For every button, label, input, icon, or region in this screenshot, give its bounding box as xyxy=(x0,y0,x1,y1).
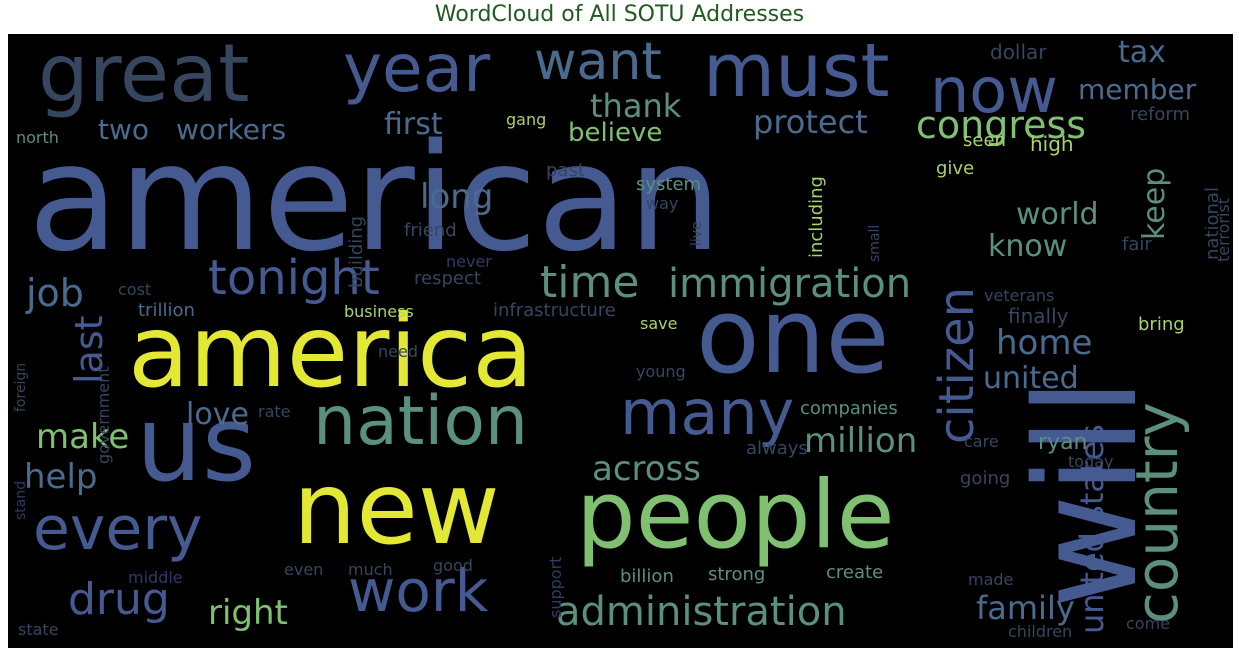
word: state xyxy=(18,620,59,639)
word: work xyxy=(348,557,489,625)
word: save xyxy=(640,314,678,333)
word: including xyxy=(806,176,827,258)
word: system xyxy=(636,174,702,195)
word: north xyxy=(16,128,59,147)
word: billion xyxy=(620,566,674,587)
word: tax xyxy=(1118,35,1166,70)
word: government xyxy=(94,366,113,464)
word: must xyxy=(703,34,890,114)
word: cost xyxy=(118,280,152,299)
word: foreign xyxy=(13,362,29,412)
word: business xyxy=(344,302,414,321)
word: protect xyxy=(753,103,868,141)
word: job xyxy=(26,271,84,315)
word: come xyxy=(1126,614,1171,633)
chart-title: WordCloud of All SOTU Addresses xyxy=(434,2,805,27)
word: fair xyxy=(1122,234,1152,255)
word: congress xyxy=(916,103,1087,147)
word: terrorist xyxy=(1214,197,1233,262)
word: children xyxy=(1008,622,1073,641)
word: need xyxy=(378,342,418,361)
word: us xyxy=(136,383,257,505)
word: world xyxy=(1016,197,1099,232)
word: make xyxy=(36,417,130,457)
word: always xyxy=(746,438,808,459)
word: family xyxy=(976,589,1075,627)
word: now xyxy=(930,54,1058,127)
word: good xyxy=(433,556,473,575)
word: never xyxy=(446,252,492,271)
word: small xyxy=(867,224,883,262)
word: country xyxy=(1123,402,1191,624)
word: member xyxy=(1078,73,1197,106)
word: ryan xyxy=(1038,430,1088,455)
word: companies xyxy=(800,398,898,419)
word: drug xyxy=(68,574,170,625)
word: infrastructure xyxy=(493,300,616,321)
word: gang xyxy=(506,110,547,129)
word: help xyxy=(24,457,98,497)
word: reform xyxy=(1130,104,1191,125)
word: nation xyxy=(313,382,529,461)
word: past xyxy=(546,160,585,181)
word: respect xyxy=(414,268,481,289)
word: much xyxy=(348,560,393,579)
word: stand xyxy=(13,480,29,520)
word: know xyxy=(988,229,1068,264)
word: even xyxy=(284,560,324,579)
word: believe xyxy=(568,118,663,148)
word: people xyxy=(576,461,895,570)
word: year xyxy=(343,34,491,107)
word: high xyxy=(1030,132,1074,156)
word: keep xyxy=(1137,167,1172,240)
word: citizen xyxy=(929,286,985,444)
word: one xyxy=(696,275,890,397)
word: right xyxy=(208,593,288,633)
word: united xyxy=(983,361,1079,396)
word: give xyxy=(936,158,975,179)
word: love xyxy=(186,397,249,432)
word: today xyxy=(1068,452,1114,471)
word: thank xyxy=(590,87,682,125)
word: going xyxy=(960,468,1011,489)
word: care xyxy=(964,432,999,451)
word: great xyxy=(38,34,250,120)
word: bring xyxy=(1138,314,1185,335)
word: veterans xyxy=(984,286,1055,305)
word: workers xyxy=(176,113,287,146)
word: support xyxy=(546,556,565,618)
word: immigration xyxy=(668,261,912,307)
word: million xyxy=(804,421,918,461)
word: two xyxy=(98,113,150,146)
word: first xyxy=(384,107,443,142)
word: strong xyxy=(708,564,766,585)
word: friend xyxy=(404,220,457,241)
word: dollar xyxy=(990,40,1047,64)
word: finally xyxy=(1008,304,1069,328)
word: new xyxy=(293,450,500,567)
word: across xyxy=(592,449,701,489)
word: trillion xyxy=(138,300,195,321)
word: young xyxy=(636,362,686,381)
word: want xyxy=(534,34,662,92)
word: create xyxy=(826,562,884,583)
word: seen xyxy=(963,130,1006,151)
word: live xyxy=(689,221,705,246)
word-cloud-canvas: american will america new people one us … xyxy=(8,34,1233,648)
word: made xyxy=(968,570,1014,589)
word: building xyxy=(346,215,367,288)
word: america xyxy=(128,293,534,410)
word: time xyxy=(540,257,640,308)
word: administration xyxy=(556,589,847,635)
word: every xyxy=(33,494,203,564)
word: home xyxy=(996,323,1093,363)
word: long xyxy=(420,177,494,217)
word: middle xyxy=(128,568,183,587)
word: tonight xyxy=(208,250,380,306)
word: american xyxy=(28,112,722,284)
word: rate xyxy=(258,402,291,421)
word: way xyxy=(646,194,679,213)
word: many xyxy=(620,376,795,449)
